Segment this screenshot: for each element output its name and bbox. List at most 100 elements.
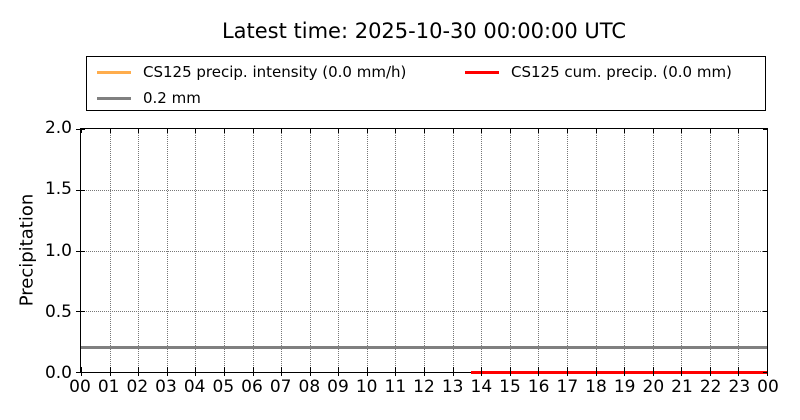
y-tick-mark — [763, 311, 767, 313]
x-tick-mark — [81, 367, 82, 376]
x-tick-mark — [81, 129, 82, 133]
x-tick-mark — [366, 129, 368, 133]
x-tick-mark — [624, 367, 626, 376]
x-tick-mark — [652, 367, 654, 376]
x-tick-label: 20 — [642, 377, 665, 397]
y-axis-tick-labels: 0.0 0.5 1.0 1.5 2.0 — [0, 118, 72, 383]
y-tick-mark — [763, 250, 767, 252]
x-tick-mark — [738, 367, 740, 376]
x-tick-label: 21 — [671, 377, 693, 397]
x-tick-mark — [109, 129, 111, 133]
x-tick-mark — [424, 367, 425, 376]
gridline-horizontal — [81, 311, 767, 313]
x-tick-label: 02 — [126, 377, 149, 397]
x-tick-label: 04 — [183, 377, 206, 397]
y-tick-label: 1.0 — [44, 240, 72, 261]
x-tick-label: 08 — [298, 377, 321, 397]
x-tick-label: 01 — [97, 377, 120, 397]
x-tick-mark — [252, 129, 254, 133]
x-tick-label: 23 — [728, 377, 751, 397]
x-tick-mark — [709, 367, 711, 376]
x-tick-mark — [395, 367, 397, 376]
x-tick-label: 00 — [757, 377, 779, 397]
plot-area — [76, 128, 768, 376]
series-line — [81, 346, 767, 350]
y-tick-label: 2.0 — [44, 118, 72, 138]
x-tick-label: 00 — [69, 377, 91, 397]
x-tick-mark — [538, 129, 540, 133]
y-tick-label: 0.0 — [44, 363, 72, 383]
x-tick-mark — [481, 367, 483, 376]
x-tick-label: 17 — [556, 377, 579, 397]
y-tick-mark — [763, 129, 767, 130]
legend-line-red-icon — [465, 70, 499, 74]
x-tick-label: 22 — [699, 377, 722, 397]
x-tick-mark — [566, 367, 568, 376]
x-tick-mark — [481, 129, 483, 133]
x-tick-label: 06 — [241, 377, 263, 397]
x-tick-mark — [195, 367, 197, 376]
x-tick-label: 12 — [413, 377, 435, 397]
x-tick-mark — [223, 129, 225, 133]
x-tick-mark — [338, 129, 340, 133]
x-tick-label: 16 — [527, 377, 550, 397]
x-tick-mark — [681, 129, 683, 133]
x-tick-mark — [538, 367, 540, 376]
x-tick-mark — [309, 129, 311, 133]
x-tick-mark — [652, 129, 654, 133]
y-tick-mark — [76, 372, 85, 373]
x-tick-label: 15 — [499, 377, 521, 397]
y-tick-mark — [76, 189, 85, 191]
x-axis-tick-labels: 00 01 02 03 04 05 06 07 08 09 10 11 12 13 14 15 16 17 18 19… — [69, 377, 779, 401]
x-tick-mark — [223, 367, 225, 376]
x-tick-label: 11 — [384, 377, 407, 397]
series-line — [471, 370, 767, 374]
x-tick-mark — [709, 129, 711, 133]
y-tick-mark — [763, 372, 767, 373]
x-tick-mark — [281, 367, 283, 376]
x-tick-label: 10 — [355, 377, 378, 397]
x-tick-mark — [366, 367, 368, 376]
x-tick-mark — [281, 129, 283, 133]
legend-entry-precip-intensity: CS125 precip. intensity (0.0 mm/h) — [97, 62, 406, 82]
x-tick-mark — [452, 129, 454, 133]
x-tick-label: 14 — [470, 377, 493, 397]
legend-entry-threshold: 0.2 mm — [97, 88, 201, 108]
y-tick-label: 0.5 — [44, 301, 72, 322]
x-tick-mark — [338, 367, 340, 376]
x-tick-mark — [509, 129, 511, 133]
x-tick-label: 18 — [585, 377, 607, 397]
x-tick-mark — [138, 367, 140, 376]
x-tick-mark — [395, 129, 397, 133]
y-tick-mark — [76, 250, 85, 252]
x-tick-label: 09 — [327, 377, 349, 397]
x-tick-mark — [681, 367, 683, 376]
x-tick-mark — [595, 367, 597, 376]
x-tick-mark — [166, 367, 168, 376]
x-tick-mark — [595, 129, 597, 133]
x-tick-label: 07 — [269, 377, 292, 397]
legend-line-orange-icon — [97, 70, 131, 74]
legend-box: CS125 precip. intensity (0.0 mm/h) CS125… — [86, 56, 766, 111]
legend-label: CS125 cum. precip. (0.0 mm) — [511, 63, 732, 81]
x-tick-mark — [424, 129, 425, 133]
x-tick-mark — [767, 367, 768, 376]
legend-label: 0.2 mm — [143, 89, 201, 107]
x-tick-mark — [252, 367, 254, 376]
x-tick-mark — [767, 129, 768, 133]
x-tick-mark — [452, 367, 454, 376]
legend-line-gray-icon — [97, 96, 131, 100]
x-tick-mark — [109, 367, 111, 376]
x-tick-mark — [138, 129, 140, 133]
x-tick-mark — [195, 129, 197, 133]
chart-title: Latest time: 2025-10-30 00:00:00 UTC — [221, 19, 627, 43]
x-tick-mark — [166, 129, 168, 133]
x-tick-label: 05 — [212, 377, 235, 397]
legend-label: CS125 precip. intensity (0.0 mm/h) — [143, 63, 407, 81]
y-tick-label: 1.5 — [44, 179, 72, 200]
y-tick-mark — [763, 189, 767, 191]
x-tick-label: 19 — [613, 377, 636, 397]
gridline-horizontal — [81, 250, 767, 252]
y-tick-mark — [76, 129, 85, 130]
